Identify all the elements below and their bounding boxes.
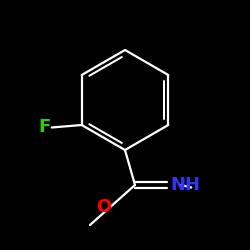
Text: NH: NH	[170, 176, 200, 194]
Text: O: O	[96, 198, 111, 216]
Text: F: F	[38, 118, 50, 136]
